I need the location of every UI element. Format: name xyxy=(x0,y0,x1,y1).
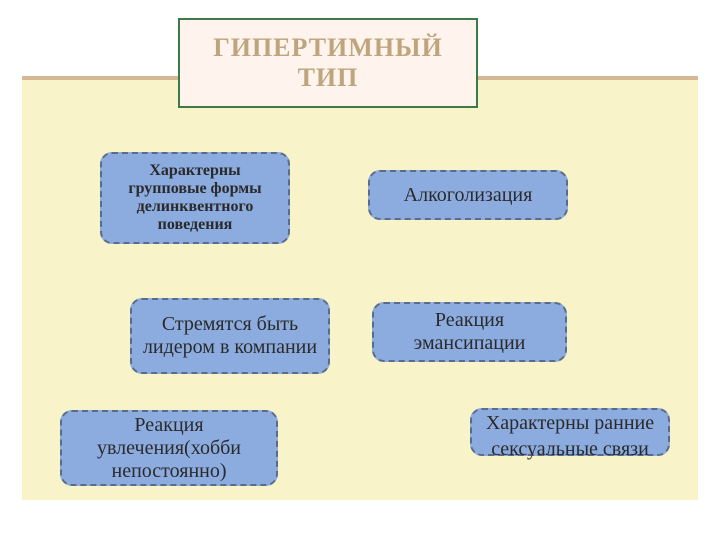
bubble-delinquent-behavior: Характерны групповые формы делинквентног… xyxy=(100,152,290,244)
slide-title: ГИПЕРТИМНЫЙ ТИП xyxy=(180,33,476,93)
bubble-text: Алкоголизация xyxy=(404,184,533,207)
title-box: ГИПЕРТИМНЫЙ ТИП xyxy=(178,18,478,108)
bubble-text: Характерны групповые формы делинквентног… xyxy=(112,162,278,234)
bubble-text: Реакция эмансипации xyxy=(384,309,555,355)
bubble-alcoholization: Алкоголизация xyxy=(368,170,568,220)
bubble-leadership: Стремятся быть лидером в компании xyxy=(130,298,330,374)
bubble-text: Стремятся быть лидером в компании xyxy=(142,313,318,359)
bubble-emancipation: Реакция эмансипации xyxy=(372,302,567,362)
bubble-text: Реакция увлечения(хобби непостоянно) xyxy=(72,414,266,483)
bubble-sexual-relations-text: Характерны ранние сексуальные связи xyxy=(472,410,668,462)
bubble-hobby: Реакция увлечения(хобби непостоянно) xyxy=(60,410,278,486)
